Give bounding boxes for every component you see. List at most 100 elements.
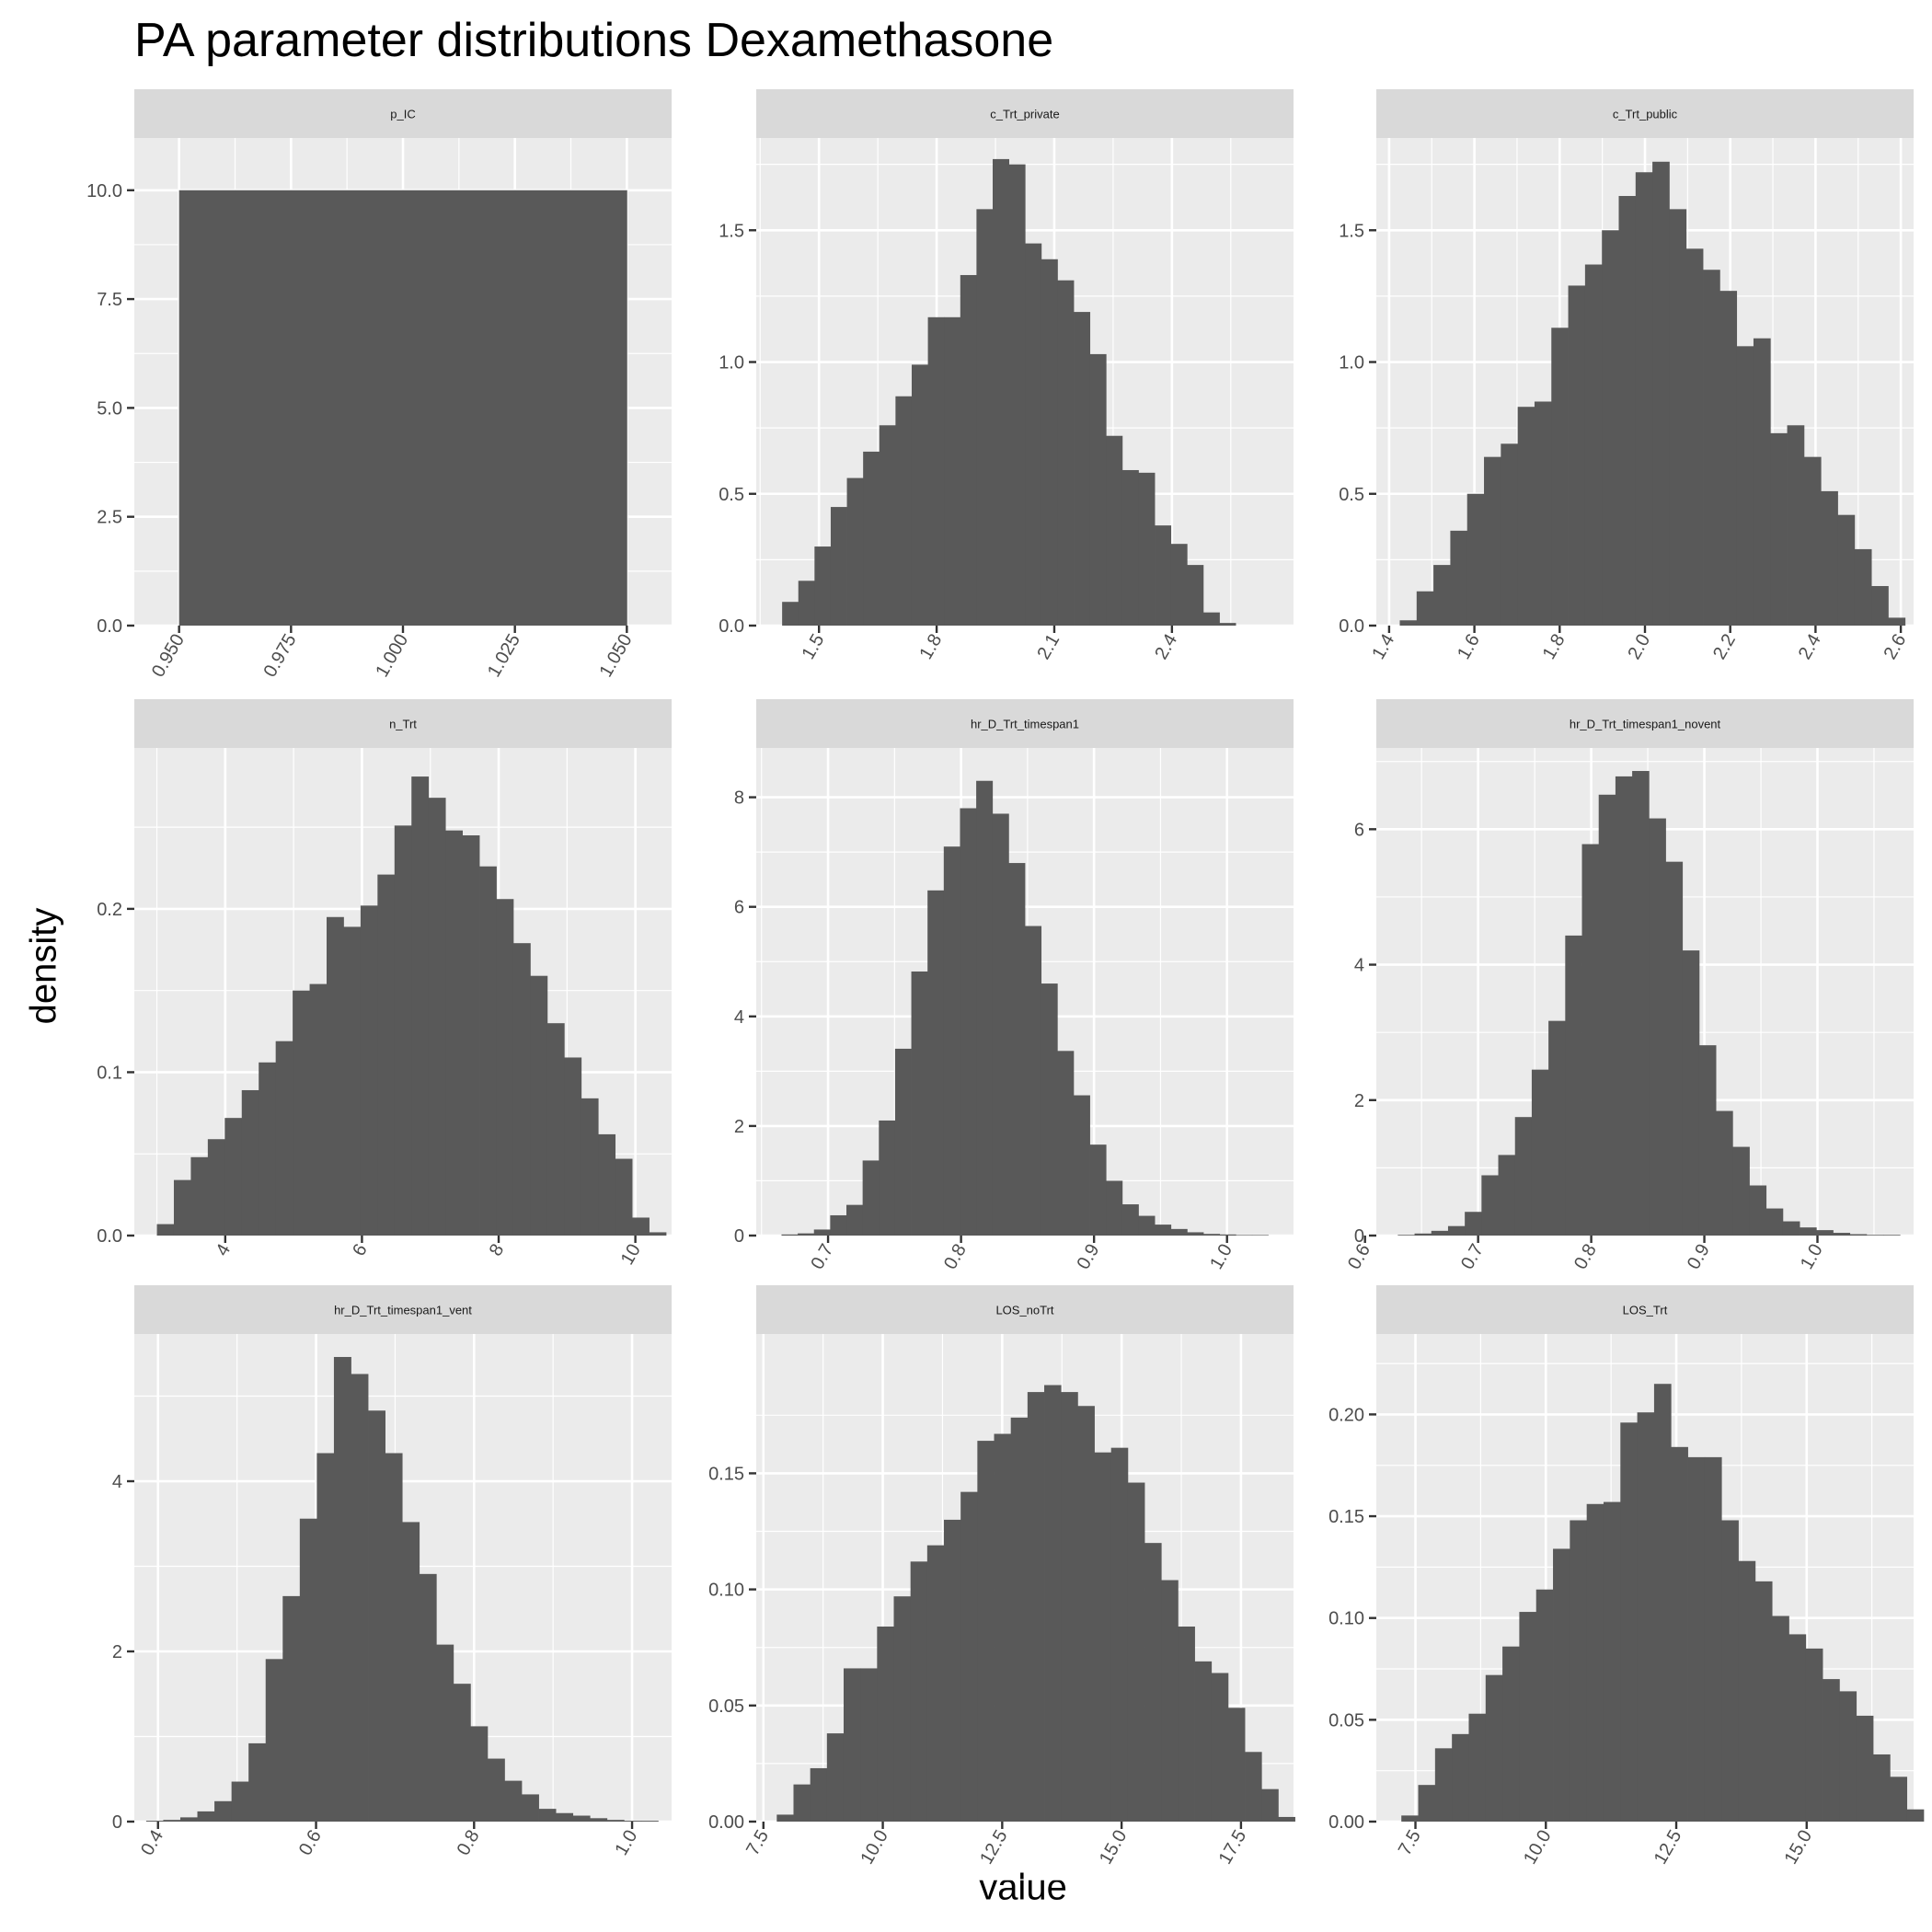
facet-strip-label: LOS_noTrt <box>995 1304 1053 1317</box>
x-tick-label: 2.0 <box>1624 631 1654 663</box>
x-tick-label: 1.0 <box>1206 1241 1236 1273</box>
histogram-bar <box>810 1767 828 1822</box>
histogram-bar <box>1041 259 1058 626</box>
x-tick-label: 0.9 <box>1074 1241 1104 1273</box>
x-tick-label: 7.5 <box>1395 1827 1425 1859</box>
facet-strip-label: c_Trt_public <box>1613 108 1678 121</box>
histogram-bar <box>1433 565 1451 626</box>
histogram-bar <box>1061 1392 1078 1822</box>
histogram-bar <box>1447 1225 1466 1236</box>
x-tick-label: 1.6 <box>1454 631 1484 663</box>
histogram-bar <box>1485 1674 1503 1822</box>
histogram-bar <box>927 890 945 1236</box>
histogram-bar <box>1598 794 1616 1236</box>
histogram-bar <box>1027 1392 1045 1822</box>
histogram-bar <box>1502 1646 1520 1822</box>
histogram-bar <box>1057 1051 1075 1236</box>
histogram-bar <box>1866 1235 1884 1236</box>
histogram-bar <box>1434 1748 1453 1822</box>
histogram-bar <box>862 1160 880 1236</box>
histogram-bar <box>1721 1520 1739 1822</box>
histogram-bar <box>798 581 815 626</box>
histogram-bar <box>1414 1233 1432 1236</box>
histogram-bar <box>1110 1447 1129 1822</box>
y-tick-label: 0.00 <box>1328 1812 1364 1833</box>
histogram-bar <box>1782 1221 1800 1236</box>
histogram-bar <box>1615 776 1633 1236</box>
histogram-bar <box>343 926 362 1236</box>
facet-strip <box>1376 89 1914 138</box>
histogram-bar <box>615 1158 633 1236</box>
histogram-bar <box>241 1089 259 1236</box>
x-tick-label: 0.7 <box>1457 1241 1488 1273</box>
facet-strip-label: LOS_Trt <box>1623 1304 1668 1317</box>
histogram-bar <box>1251 1235 1269 1236</box>
histogram-bar <box>1637 1412 1655 1822</box>
histogram-bar <box>944 1519 961 1822</box>
histogram-bar <box>462 834 480 1236</box>
x-tick-label: 1.5 <box>799 631 829 663</box>
y-tick-label: 8 <box>734 788 744 809</box>
histogram-bar <box>1170 544 1188 626</box>
histogram-bar <box>1890 1777 1908 1822</box>
y-tick-label: 0.20 <box>1328 1405 1364 1425</box>
histogram-bar <box>1620 1422 1639 1822</box>
facet-strip <box>756 89 1294 138</box>
y-tick-label: 1.0 <box>719 353 744 374</box>
histogram-bar <box>606 1820 625 1822</box>
histogram-bar <box>1074 312 1091 626</box>
histogram-bar <box>1854 548 1872 626</box>
histogram-bar <box>1106 1180 1123 1236</box>
histogram-bar <box>1399 620 1418 626</box>
histogram-bar <box>1498 1155 1516 1236</box>
histogram-bar <box>1531 1069 1549 1236</box>
x-tick-label: 12.5 <box>976 1827 1012 1869</box>
facet-panel-n_Trt: n_Trt 0.0 0.1 0.2 4 6 8 10 <box>97 699 672 1318</box>
histogram-bar <box>538 1809 557 1822</box>
facet-strip-label: n_Trt <box>389 718 417 731</box>
histogram-bar <box>1568 285 1586 626</box>
histogram-bar <box>1025 243 1042 626</box>
histogram-bar <box>1581 844 1600 1236</box>
histogram-bar <box>1704 1456 1722 1822</box>
histogram-bar <box>1837 514 1856 626</box>
x-tick-label: 2.4 <box>1795 631 1825 663</box>
histogram-bar <box>1635 172 1653 627</box>
histogram-bar <box>826 1733 845 1822</box>
histogram-bar <box>1121 469 1139 626</box>
histogram-bar <box>830 1214 847 1236</box>
histogram-bar <box>798 1233 815 1236</box>
x-tick-label: 7.5 <box>742 1827 773 1859</box>
x-tick-label: 0.4 <box>137 1827 167 1859</box>
y-tick-label: 2 <box>112 1642 122 1662</box>
histogram-bar <box>830 507 847 626</box>
histogram-bar <box>385 1453 403 1822</box>
histogram-bar <box>402 1522 420 1822</box>
histogram-bar <box>282 1595 301 1822</box>
histogram-bar <box>846 477 864 626</box>
histogram-bar <box>1468 1713 1487 1822</box>
histogram-bar <box>1008 164 1026 626</box>
histogram-bar <box>1736 346 1754 626</box>
x-tick-label: 2.6 <box>1880 631 1910 663</box>
histogram-bar <box>1452 1733 1469 1822</box>
y-tick-label: 0.05 <box>1328 1710 1364 1731</box>
x-tick-label: 15.0 <box>1781 1827 1817 1869</box>
histogram-bar <box>1570 1520 1588 1822</box>
histogram-bar <box>863 451 880 626</box>
x-tick-label: 4 <box>213 1241 236 1260</box>
histogram-bar <box>960 1491 978 1822</box>
histogram-bar <box>1856 1715 1874 1822</box>
histogram-bar <box>1401 1815 1419 1822</box>
histogram-bar <box>1816 1230 1834 1236</box>
histogram-bar <box>632 1217 650 1236</box>
histogram-bar <box>1517 407 1535 626</box>
histogram-bar <box>1682 950 1700 1236</box>
histogram-bar <box>1805 1648 1823 1822</box>
y-tick-label: 4 <box>1354 956 1364 976</box>
histogram-bar <box>976 209 994 626</box>
histogram-bar <box>1888 617 1906 626</box>
histogram-bar <box>214 1800 233 1822</box>
histogram-bar <box>504 1780 523 1822</box>
y-tick-label: 6 <box>734 898 744 918</box>
